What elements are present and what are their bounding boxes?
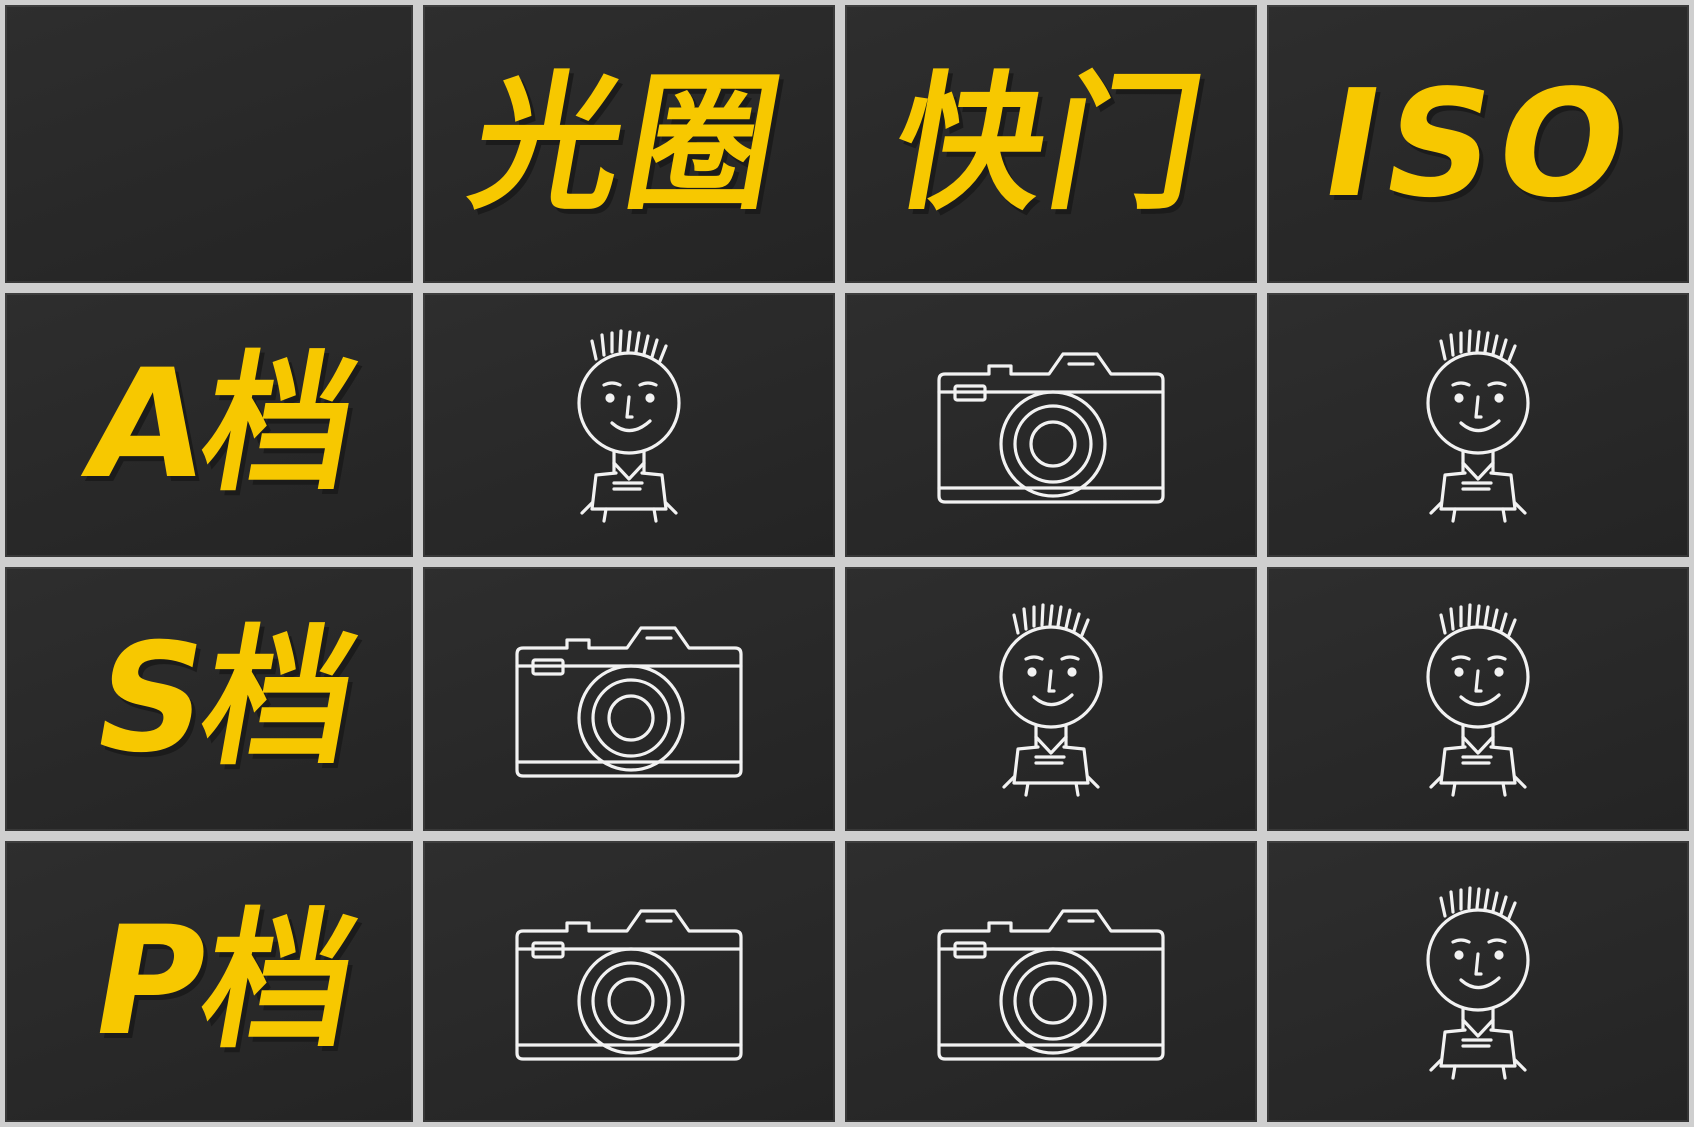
camera-icon (509, 614, 749, 784)
header-cell-shutter: 快门 (836, 0, 1266, 292)
person-icon (1403, 882, 1553, 1082)
header-aperture: 光圈 (459, 58, 799, 230)
row-label-s: S档 (81, 612, 371, 786)
person-icon (1403, 325, 1553, 525)
header-cell-aperture: 光圈 (414, 0, 844, 292)
table-cell (836, 284, 1266, 566)
table-cell (1258, 832, 1694, 1127)
person-icon (554, 325, 704, 525)
table-cell (836, 558, 1266, 840)
table-cell (1258, 558, 1694, 840)
row-label-cell-s: S档 (0, 558, 422, 840)
row-label-cell-p: P档 (0, 832, 422, 1127)
person-icon (1403, 599, 1553, 799)
row-label-p: P档 (79, 894, 371, 1069)
table-cell (414, 832, 844, 1127)
table-cell (1258, 284, 1694, 566)
camera-icon (509, 897, 749, 1067)
row-label-cell-a: A档 (0, 284, 422, 566)
camera-icon (931, 897, 1171, 1067)
header-cell-iso: ISO (1258, 0, 1694, 292)
table-cell (414, 284, 844, 566)
camera-icon (931, 340, 1171, 510)
person-icon (976, 599, 1126, 799)
header-iso: ISO (1310, 58, 1646, 230)
table-cell (414, 558, 844, 840)
corner-cell (0, 0, 422, 292)
row-label-a: A档 (73, 338, 371, 512)
table-cell (836, 832, 1266, 1127)
header-shutter: 快门 (881, 58, 1221, 230)
